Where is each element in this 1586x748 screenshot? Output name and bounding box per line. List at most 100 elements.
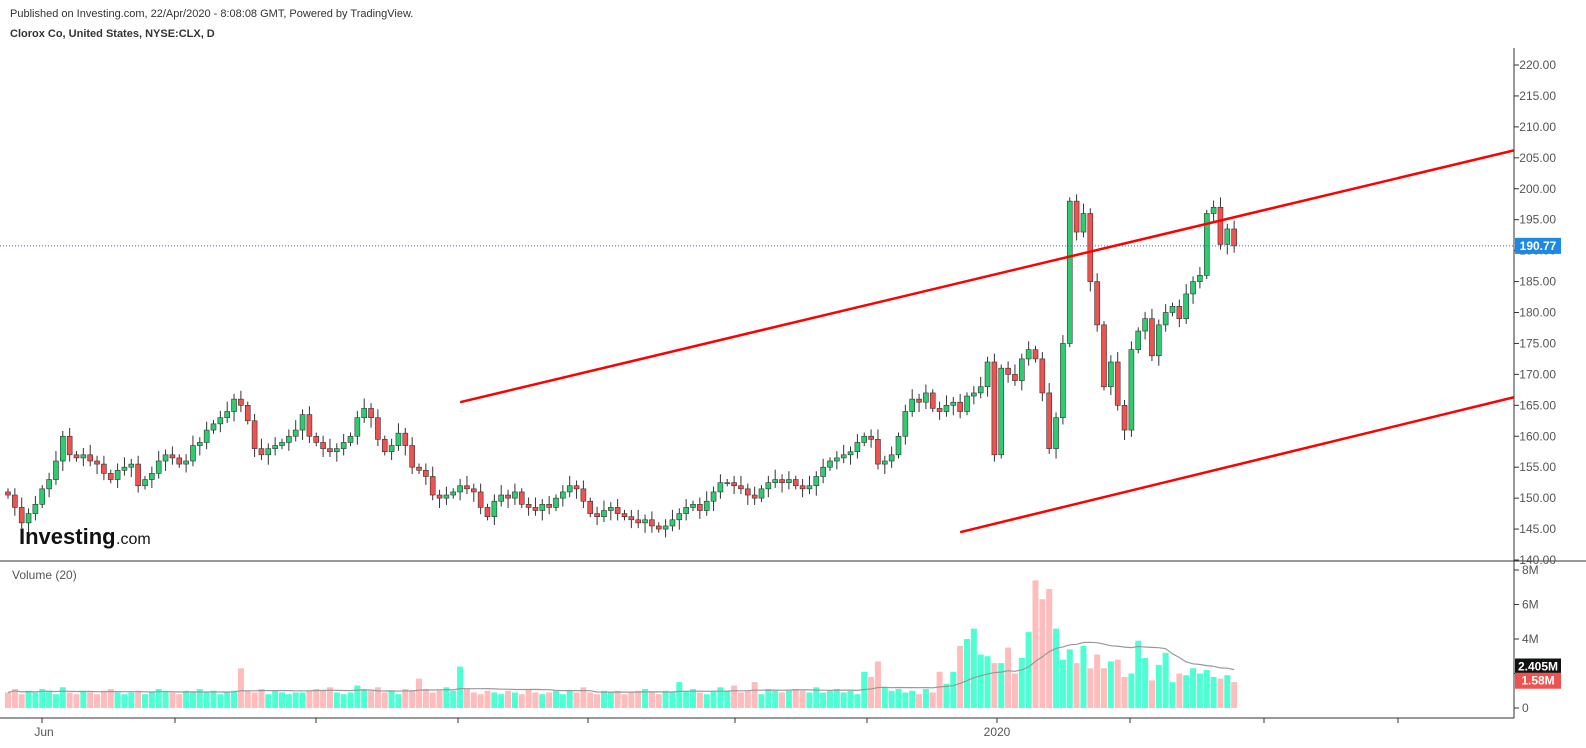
candle (703, 491, 710, 516)
candle (244, 401, 251, 425)
volume-bar (128, 692, 135, 708)
candle (518, 488, 525, 509)
volume-bar (553, 690, 559, 708)
price-tick-label: 180.00 (1519, 306, 1556, 320)
trendline-upper[interactable] (459, 149, 1515, 404)
candle (162, 449, 169, 471)
volume-last-badge: 1.58M (1515, 672, 1561, 689)
candle (697, 497, 703, 519)
volume-bar (1142, 657, 1149, 708)
candle (1203, 209, 1210, 280)
candle (546, 495, 552, 515)
candle (943, 395, 950, 417)
candle (751, 486, 758, 505)
volume-bar (1224, 675, 1231, 708)
volume-bar (1176, 673, 1183, 708)
candle (203, 421, 210, 450)
volume-bar (477, 694, 484, 708)
volume-bar (333, 692, 340, 708)
candle (272, 437, 278, 456)
volume-bar (1053, 628, 1060, 708)
volume-bar (765, 689, 772, 708)
volume-bar (648, 692, 655, 708)
volume-bar (854, 694, 861, 708)
volume-bar (820, 692, 827, 708)
volume-bar (1210, 676, 1217, 708)
candle (1210, 200, 1217, 222)
volume-bar (874, 661, 881, 708)
candle (238, 390, 244, 413)
volume-bar (18, 694, 25, 708)
volume-bar (943, 683, 950, 708)
candle (724, 478, 731, 487)
candle (333, 443, 340, 462)
candle (758, 485, 765, 502)
candle (779, 474, 785, 493)
volume-bar (669, 692, 676, 708)
volume-bar (320, 690, 327, 708)
volume-bar (1080, 645, 1087, 708)
candle (381, 435, 388, 456)
volume-bar (1114, 659, 1121, 708)
volume-bar (73, 694, 80, 708)
volume-bar (779, 692, 786, 708)
volume-bars (5, 580, 1238, 708)
volume-bar (121, 694, 128, 708)
volume-bar (429, 692, 436, 708)
candle (1128, 341, 1135, 437)
volume-bar (806, 692, 813, 708)
candle (813, 471, 820, 496)
candle (1101, 321, 1107, 391)
volume-bar (409, 690, 416, 708)
candle (916, 393, 922, 413)
trendlines[interactable] (459, 149, 1515, 534)
trendline-lower[interactable] (959, 396, 1515, 534)
volume-bar (217, 694, 224, 708)
logo-suffix: .com (116, 531, 151, 548)
volume-bar (950, 671, 957, 708)
volume-bar (285, 694, 292, 708)
volume-bar (313, 689, 320, 708)
candle (573, 480, 580, 499)
candle (505, 489, 511, 509)
investing-logo: Investing .com (19, 524, 151, 549)
candle (683, 499, 689, 521)
candle (1066, 197, 1073, 348)
volume-bar (539, 694, 546, 708)
volume-bar (683, 690, 690, 708)
volume-bar (594, 694, 601, 708)
symbol-title: Clorox Co, United States, NYSE:CLX, D (10, 28, 215, 40)
candle (614, 499, 621, 521)
price-tick-label: 170.00 (1519, 367, 1556, 381)
volume-label: Volume (20) (12, 568, 77, 582)
volume-bar (450, 690, 457, 708)
volume-bar (292, 692, 299, 708)
volume-bar (347, 692, 354, 708)
volume-bar (484, 690, 491, 708)
volume-bar (621, 694, 628, 708)
volume-bar (710, 690, 717, 708)
candle (258, 438, 265, 461)
candle (964, 392, 970, 416)
volume-bar (587, 692, 594, 708)
candle (217, 410, 224, 433)
volume-bar (525, 689, 532, 708)
volume-bar (457, 666, 464, 708)
volume-bar (991, 663, 998, 708)
candle (690, 500, 696, 512)
candle (587, 497, 594, 518)
volume-bar (162, 690, 169, 708)
volume-bar (600, 690, 607, 708)
candle (786, 471, 792, 490)
candle (306, 406, 313, 444)
candle (1032, 345, 1039, 363)
volume-bar (1128, 673, 1135, 708)
volume-bar (957, 645, 964, 708)
candle (1156, 319, 1162, 366)
candle (1197, 267, 1203, 289)
volume-bar (532, 692, 539, 708)
volume-bar (1059, 659, 1066, 708)
volume-bar (737, 692, 744, 708)
volume-bar (1101, 668, 1107, 708)
